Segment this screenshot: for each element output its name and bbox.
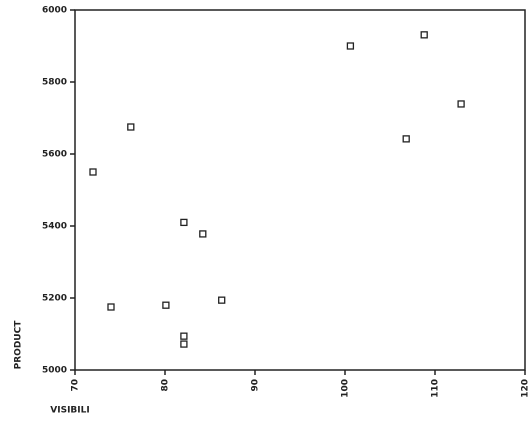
chart: PRODUCT VISIBILI 5000 5200 5400 5600 5800 600… [0,0,531,432]
background [0,0,531,432]
y-tick-label: 5000 [42,366,67,376]
x-tick-label: 80 [161,379,171,392]
x-tick-label: 90 [251,379,261,392]
y-tick-label: 5400 [42,222,67,232]
y-tick-label: 5200 [42,294,67,304]
x-tick-label: 100 [341,379,351,398]
y-tick-label: 5600 [42,150,67,160]
y-tick-label: 6000 [42,6,67,16]
y-axis-label: PRODUCT [14,320,24,370]
y-tick-label: 5800 [42,78,67,88]
x-tick-label: 110 [431,379,441,398]
x-tick-label: 120 [521,379,531,398]
x-axis-label: VISIBILI [50,406,89,416]
x-tick-label: 70 [71,379,81,392]
